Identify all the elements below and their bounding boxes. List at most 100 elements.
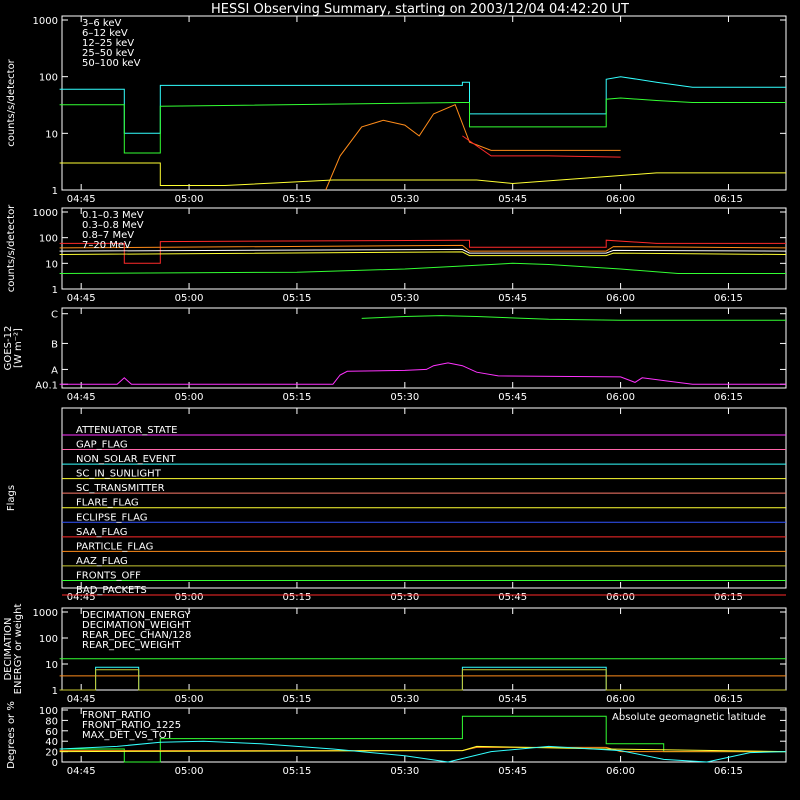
panels-group: 04:45 05:00 05:15 05:30 05:45 06:00 06:1511010… <box>3 15 787 777</box>
flag-label: BAD_PACKETS <box>76 585 147 596</box>
x-tick-label: 05:15 <box>283 194 312 205</box>
y-tick-label: 10 <box>45 259 58 270</box>
y-tick-label: 1000 <box>33 208 58 219</box>
x-tick-label: 06:00 <box>606 694 635 705</box>
x-tick-label: 05:15 <box>283 766 312 777</box>
panel-frame <box>61 307 787 389</box>
x-tick-label: 05:30 <box>390 293 419 304</box>
x-tick-label: 05:30 <box>390 766 419 777</box>
x-tick-label: 05:30 <box>390 694 419 705</box>
x-tick-label: 06:15 <box>714 766 743 777</box>
x-tick-label: 05:45 <box>498 766 527 777</box>
panel-frame <box>61 207 787 290</box>
x-tick-label: 06:15 <box>714 392 743 403</box>
series-line <box>59 666 786 691</box>
x-tick-label: 05:45 <box>498 293 527 304</box>
series-line <box>59 239 786 264</box>
legend-entry: 6–12 keV <box>82 28 128 39</box>
x-tick-label: 05:45 <box>498 592 527 603</box>
y-axis-label: counts/s/detector <box>6 58 17 146</box>
legend-entry: 0.3–0.8 MeV <box>82 220 144 231</box>
x-tick-label: 06:15 <box>714 694 743 705</box>
legend-entry: REAR_DEC_WEIGHT <box>82 640 181 651</box>
legend-entry: DECIMATION_ENERGY <box>82 610 191 621</box>
y-axis-label: counts/s/detector <box>6 204 17 292</box>
y-tick-label: 100 <box>39 706 58 717</box>
x-tick-label: 06:00 <box>606 293 635 304</box>
x-tick-label: 04:45 <box>67 392 96 403</box>
series-line <box>361 315 786 321</box>
x-tick-label: 05:30 <box>390 592 419 603</box>
y-tick-label: 0 <box>52 758 58 769</box>
flag-label: NON_SOLAR_EVENT <box>76 454 177 465</box>
legend-entry: 0.8–7 MeV <box>82 230 134 241</box>
y-tick-label: 20 <box>45 748 58 759</box>
series-line <box>59 262 786 274</box>
panel-p2: 04:45 05:00 05:15 05:30 05:45 06:00 06:15 1 10 10… <box>6 204 787 304</box>
series-line <box>59 248 787 254</box>
x-tick-label: 05:15 <box>283 694 312 705</box>
y-tick-label: 100 <box>39 73 58 84</box>
y-axis-label: GOES-12 <box>3 326 14 371</box>
y-tick-label: B <box>51 339 58 350</box>
flag-label: FRONTS_OFF <box>76 570 141 581</box>
series-line <box>59 669 786 691</box>
panel-p4: 04:45 05:00 05:15 05:30 05:45 06:00 06:15 Flags… <box>6 407 787 603</box>
series-line <box>59 740 787 763</box>
y-tick-label: A0.1 <box>35 380 58 391</box>
y-tick-label: 1000 <box>33 608 58 619</box>
y-tick-label: 100 <box>39 634 58 645</box>
flag-label: PARTICLE_FLAG <box>76 541 153 552</box>
y-tick-label: 100 <box>39 234 58 245</box>
y-tick-label: C <box>51 310 58 321</box>
x-tick-label: 05:30 <box>390 194 419 205</box>
panel-p5: 04:45 05:00 05:15 05:30 05:45 06:00 06:15 1 10 10… <box>3 604 787 705</box>
x-tick-label: 04:45 <box>67 194 96 205</box>
series-line <box>59 162 786 186</box>
y-tick-label: 1 <box>52 186 58 197</box>
flag-label: SC_IN_SUNLIGHT <box>76 469 162 480</box>
y-tick-label: 40 <box>45 737 58 748</box>
legend-entry: 7–20 MeV <box>82 240 131 251</box>
flag-label: FLARE_FLAG <box>76 498 139 509</box>
y-axis-label: [W m⁻²] <box>13 328 24 368</box>
x-tick-label: 06:15 <box>714 293 743 304</box>
legend-entry: 0.1–0.3 MeV <box>82 210 144 221</box>
x-tick-label: 04:45 <box>67 694 96 705</box>
legend-entry: REAR_DEC_CHAN/128 <box>82 630 191 641</box>
y-tick-label: 1 <box>52 686 58 697</box>
legend-entry: 3–6 keV <box>82 18 121 29</box>
x-tick-label: 05:45 <box>498 194 527 205</box>
panel-frame <box>61 707 787 763</box>
flag-label: ECLIPSE_FLAG <box>76 512 147 523</box>
series-line <box>325 104 621 191</box>
x-tick-label: 05:00 <box>175 694 204 705</box>
series-line <box>462 135 621 158</box>
x-tick-label: 05:45 <box>498 694 527 705</box>
x-tick-label: 06:00 <box>606 392 635 403</box>
legend-entry: FRONT_RATIO_1225 <box>82 720 181 731</box>
legend-entry: 12–25 keV <box>82 38 134 49</box>
y-tick-label: 1000 <box>33 16 58 27</box>
series-line <box>59 76 786 134</box>
y-tick-label: 80 <box>45 716 58 727</box>
panel-p1: 04:45 05:00 05:15 05:30 05:45 06:00 06:15 1 10 10… <box>6 15 787 205</box>
flag-label: SC_TRANSMITTER <box>76 483 165 494</box>
legend-entry: 25–50 keV <box>82 48 134 59</box>
x-tick-label: 06:15 <box>714 592 743 603</box>
flag-label: SAA_FLAG <box>76 527 127 538</box>
x-tick-label: 06:00 <box>606 766 635 777</box>
legend-entry: DECIMATION_WEIGHT <box>82 620 191 631</box>
y-tick-label: 10 <box>45 660 58 671</box>
x-tick-label: 05:00 <box>175 592 204 603</box>
x-tick-label: 05:00 <box>175 766 204 777</box>
panel-frame <box>61 407 787 589</box>
series-line <box>59 244 787 252</box>
x-tick-label: 05:15 <box>283 293 312 304</box>
panel-p6: 04:45 05:00 05:15 05:30 05:45 06:00 06:15 02040… <box>6 701 787 777</box>
x-tick-label: 05:30 <box>390 392 419 403</box>
series-line <box>59 745 787 753</box>
x-tick-label: 05:00 <box>175 293 204 304</box>
x-tick-label: 05:15 <box>283 392 312 403</box>
x-tick-label: 06:00 <box>606 194 635 205</box>
